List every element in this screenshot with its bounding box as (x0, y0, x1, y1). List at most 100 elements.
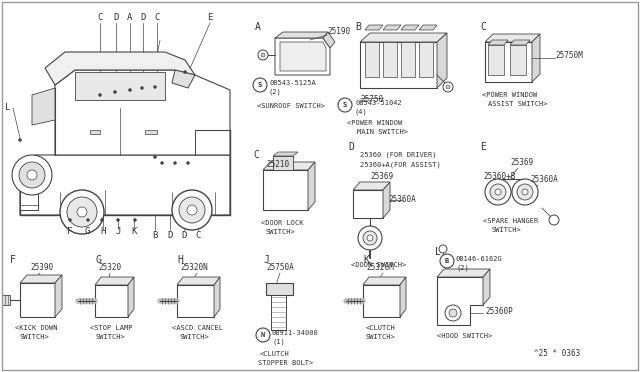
Text: MAIN SWITCH>: MAIN SWITCH> (357, 129, 408, 135)
Text: <DOOR LOCK: <DOOR LOCK (261, 220, 303, 226)
Polygon shape (353, 190, 383, 218)
Polygon shape (363, 277, 406, 285)
Circle shape (184, 71, 186, 74)
Text: K: K (363, 255, 369, 265)
Circle shape (490, 184, 506, 200)
Polygon shape (437, 277, 483, 325)
Text: B: B (355, 22, 361, 32)
Polygon shape (383, 25, 401, 30)
Circle shape (12, 155, 52, 195)
Polygon shape (419, 25, 437, 30)
Text: 25750A: 25750A (266, 263, 294, 272)
Polygon shape (177, 277, 220, 285)
Text: D: D (113, 13, 118, 22)
Polygon shape (95, 277, 134, 285)
Text: (2): (2) (269, 89, 282, 95)
Circle shape (338, 98, 352, 112)
Text: (4): (4) (355, 109, 368, 115)
Text: 25360+A(FOR ASSIST): 25360+A(FOR ASSIST) (360, 161, 441, 167)
Text: A: A (127, 13, 132, 22)
Text: C: C (195, 231, 201, 240)
Text: E: E (207, 13, 212, 22)
Text: 25320: 25320 (98, 263, 121, 272)
Bar (419, 42, 433, 77)
Text: C: C (97, 13, 102, 22)
Polygon shape (532, 34, 540, 82)
Polygon shape (172, 70, 195, 88)
Text: SWITCH>: SWITCH> (266, 229, 296, 235)
Circle shape (19, 162, 45, 188)
Text: L: L (435, 247, 441, 257)
Polygon shape (266, 283, 293, 295)
Text: B: B (152, 231, 157, 240)
Text: (2): (2) (456, 265, 468, 271)
Text: 08543-5125A: 08543-5125A (269, 80, 316, 86)
Polygon shape (323, 32, 335, 48)
Text: <CLUTCH: <CLUTCH (260, 351, 290, 357)
Text: D: D (181, 231, 187, 240)
Circle shape (141, 87, 143, 90)
Polygon shape (275, 38, 330, 75)
Text: 25390: 25390 (30, 263, 53, 272)
Circle shape (67, 197, 97, 227)
Bar (271, 295, 286, 330)
Polygon shape (437, 269, 490, 277)
Polygon shape (485, 34, 540, 42)
Polygon shape (45, 52, 195, 85)
Circle shape (186, 161, 189, 164)
Text: H: H (177, 255, 183, 265)
Polygon shape (360, 33, 447, 42)
Text: <SPARE HANGER: <SPARE HANGER (483, 218, 538, 224)
Text: D: D (348, 142, 354, 152)
Text: 25360P: 25360P (485, 307, 513, 315)
Circle shape (446, 85, 450, 89)
Circle shape (134, 218, 136, 221)
Bar (145, 130, 157, 134)
Text: C: C (480, 22, 486, 32)
Text: 08911-34000: 08911-34000 (272, 330, 319, 336)
Circle shape (443, 82, 453, 92)
Circle shape (522, 189, 528, 195)
Text: 25320M: 25320M (366, 263, 394, 272)
Polygon shape (308, 162, 315, 210)
Text: 25210: 25210 (266, 160, 289, 169)
Text: <POWER WINDOW: <POWER WINDOW (347, 120, 403, 126)
Circle shape (440, 254, 454, 268)
Circle shape (68, 218, 72, 221)
Text: <HOOD SWITCH>: <HOOD SWITCH> (437, 333, 492, 339)
Circle shape (60, 190, 104, 234)
Circle shape (445, 305, 461, 321)
Bar (90, 130, 100, 134)
Circle shape (187, 205, 197, 215)
Circle shape (363, 231, 377, 245)
Bar (365, 42, 379, 77)
Circle shape (367, 235, 373, 241)
Circle shape (261, 53, 265, 57)
Text: SWITCH>: SWITCH> (366, 334, 396, 340)
Circle shape (86, 218, 90, 221)
Polygon shape (483, 269, 490, 305)
Circle shape (485, 179, 511, 205)
Text: <CLUTCH: <CLUTCH (366, 325, 396, 331)
Polygon shape (128, 277, 134, 317)
Polygon shape (263, 162, 315, 170)
Text: D: D (140, 13, 146, 22)
Polygon shape (401, 25, 419, 30)
Text: <SUNROOF SWITCH>: <SUNROOF SWITCH> (257, 103, 325, 109)
Text: 25360A: 25360A (388, 195, 416, 204)
Text: 25369: 25369 (510, 158, 533, 167)
Text: D: D (167, 231, 173, 240)
Circle shape (161, 161, 163, 164)
Text: N: N (261, 332, 265, 338)
Text: SWITCH>: SWITCH> (20, 334, 50, 340)
Circle shape (495, 189, 501, 195)
Polygon shape (365, 25, 383, 30)
Text: STOPPER BOLT>: STOPPER BOLT> (258, 360, 313, 366)
Text: 25320N: 25320N (180, 263, 208, 272)
Text: <POWER WINDOW: <POWER WINDOW (482, 92, 537, 98)
Polygon shape (273, 152, 298, 156)
Polygon shape (275, 32, 328, 38)
Text: C: C (253, 150, 259, 160)
Bar (273, 156, 293, 170)
Circle shape (19, 138, 22, 141)
